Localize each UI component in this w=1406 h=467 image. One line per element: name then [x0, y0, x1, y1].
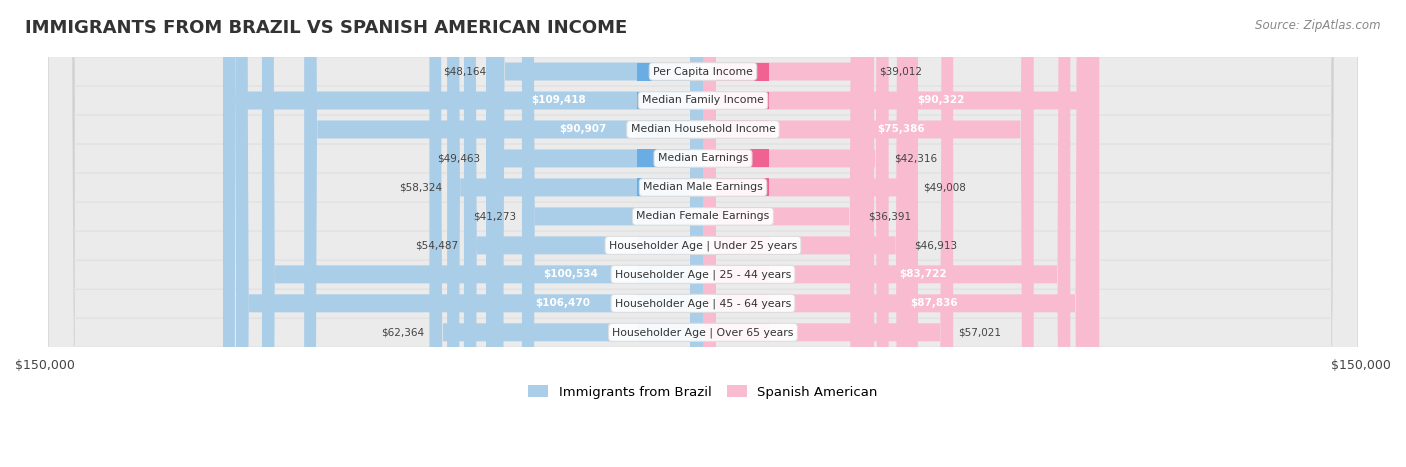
FancyBboxPatch shape — [703, 207, 769, 226]
FancyBboxPatch shape — [492, 0, 703, 467]
FancyBboxPatch shape — [48, 0, 1358, 467]
Text: $36,391: $36,391 — [868, 212, 911, 221]
Text: $106,470: $106,470 — [536, 298, 591, 308]
FancyBboxPatch shape — [48, 0, 1358, 467]
FancyBboxPatch shape — [703, 149, 769, 168]
Text: Householder Age | 45 - 64 years: Householder Age | 45 - 64 years — [614, 298, 792, 309]
FancyBboxPatch shape — [637, 207, 703, 226]
FancyBboxPatch shape — [236, 0, 703, 467]
FancyBboxPatch shape — [703, 0, 1033, 467]
Text: $39,012: $39,012 — [879, 66, 922, 77]
FancyBboxPatch shape — [703, 120, 769, 138]
Text: $62,364: $62,364 — [381, 327, 425, 337]
FancyBboxPatch shape — [703, 0, 889, 467]
FancyBboxPatch shape — [224, 0, 703, 467]
Text: Median Family Income: Median Family Income — [643, 95, 763, 106]
Text: Median Earnings: Median Earnings — [658, 154, 748, 163]
Text: $90,907: $90,907 — [560, 125, 607, 134]
Legend: Immigrants from Brazil, Spanish American: Immigrants from Brazil, Spanish American — [523, 380, 883, 404]
FancyBboxPatch shape — [486, 0, 703, 467]
FancyBboxPatch shape — [703, 0, 908, 467]
FancyBboxPatch shape — [637, 92, 703, 109]
FancyBboxPatch shape — [637, 63, 703, 80]
Text: Source: ZipAtlas.com: Source: ZipAtlas.com — [1256, 19, 1381, 32]
Text: $49,008: $49,008 — [924, 183, 966, 192]
FancyBboxPatch shape — [703, 63, 769, 80]
Text: $48,164: $48,164 — [443, 66, 486, 77]
Text: Median Male Earnings: Median Male Earnings — [643, 183, 763, 192]
FancyBboxPatch shape — [637, 178, 703, 197]
FancyBboxPatch shape — [703, 0, 1099, 467]
FancyBboxPatch shape — [703, 323, 769, 341]
FancyBboxPatch shape — [48, 0, 1358, 467]
FancyBboxPatch shape — [522, 0, 703, 467]
Text: $41,273: $41,273 — [474, 212, 516, 221]
Text: $58,324: $58,324 — [399, 183, 441, 192]
Text: Median Household Income: Median Household Income — [630, 125, 776, 134]
FancyBboxPatch shape — [703, 294, 769, 312]
Text: $57,021: $57,021 — [959, 327, 1001, 337]
FancyBboxPatch shape — [637, 294, 703, 312]
Text: $87,836: $87,836 — [911, 298, 957, 308]
Text: $90,322: $90,322 — [917, 95, 965, 106]
FancyBboxPatch shape — [703, 0, 1088, 467]
FancyBboxPatch shape — [703, 265, 769, 283]
FancyBboxPatch shape — [48, 0, 1358, 467]
FancyBboxPatch shape — [703, 0, 953, 467]
FancyBboxPatch shape — [703, 178, 769, 197]
Text: $75,386: $75,386 — [877, 125, 925, 134]
FancyBboxPatch shape — [703, 236, 769, 255]
FancyBboxPatch shape — [48, 0, 1358, 467]
FancyBboxPatch shape — [703, 0, 875, 467]
Text: $83,722: $83,722 — [900, 269, 948, 279]
FancyBboxPatch shape — [48, 0, 1358, 467]
Text: Householder Age | 25 - 44 years: Householder Age | 25 - 44 years — [614, 269, 792, 280]
Text: $46,913: $46,913 — [914, 241, 957, 250]
FancyBboxPatch shape — [703, 92, 769, 109]
Text: Median Female Earnings: Median Female Earnings — [637, 212, 769, 221]
Text: $109,418: $109,418 — [531, 95, 586, 106]
FancyBboxPatch shape — [429, 0, 703, 467]
Text: $100,534: $100,534 — [543, 269, 598, 279]
Text: $54,487: $54,487 — [416, 241, 458, 250]
FancyBboxPatch shape — [48, 0, 1358, 467]
Text: $42,316: $42,316 — [894, 154, 936, 163]
FancyBboxPatch shape — [464, 0, 703, 467]
FancyBboxPatch shape — [703, 0, 1070, 467]
FancyBboxPatch shape — [637, 265, 703, 283]
FancyBboxPatch shape — [48, 0, 1358, 467]
Text: Householder Age | Over 65 years: Householder Age | Over 65 years — [612, 327, 794, 338]
FancyBboxPatch shape — [447, 0, 703, 467]
FancyBboxPatch shape — [703, 0, 918, 467]
FancyBboxPatch shape — [48, 0, 1358, 467]
FancyBboxPatch shape — [48, 0, 1358, 467]
FancyBboxPatch shape — [703, 0, 863, 467]
FancyBboxPatch shape — [262, 0, 703, 467]
Text: $49,463: $49,463 — [437, 154, 481, 163]
FancyBboxPatch shape — [304, 0, 703, 467]
FancyBboxPatch shape — [637, 323, 703, 341]
Text: Householder Age | Under 25 years: Householder Age | Under 25 years — [609, 240, 797, 251]
FancyBboxPatch shape — [637, 120, 703, 138]
Text: Per Capita Income: Per Capita Income — [652, 66, 754, 77]
FancyBboxPatch shape — [637, 149, 703, 168]
Text: IMMIGRANTS FROM BRAZIL VS SPANISH AMERICAN INCOME: IMMIGRANTS FROM BRAZIL VS SPANISH AMERIC… — [25, 19, 627, 37]
FancyBboxPatch shape — [637, 236, 703, 255]
